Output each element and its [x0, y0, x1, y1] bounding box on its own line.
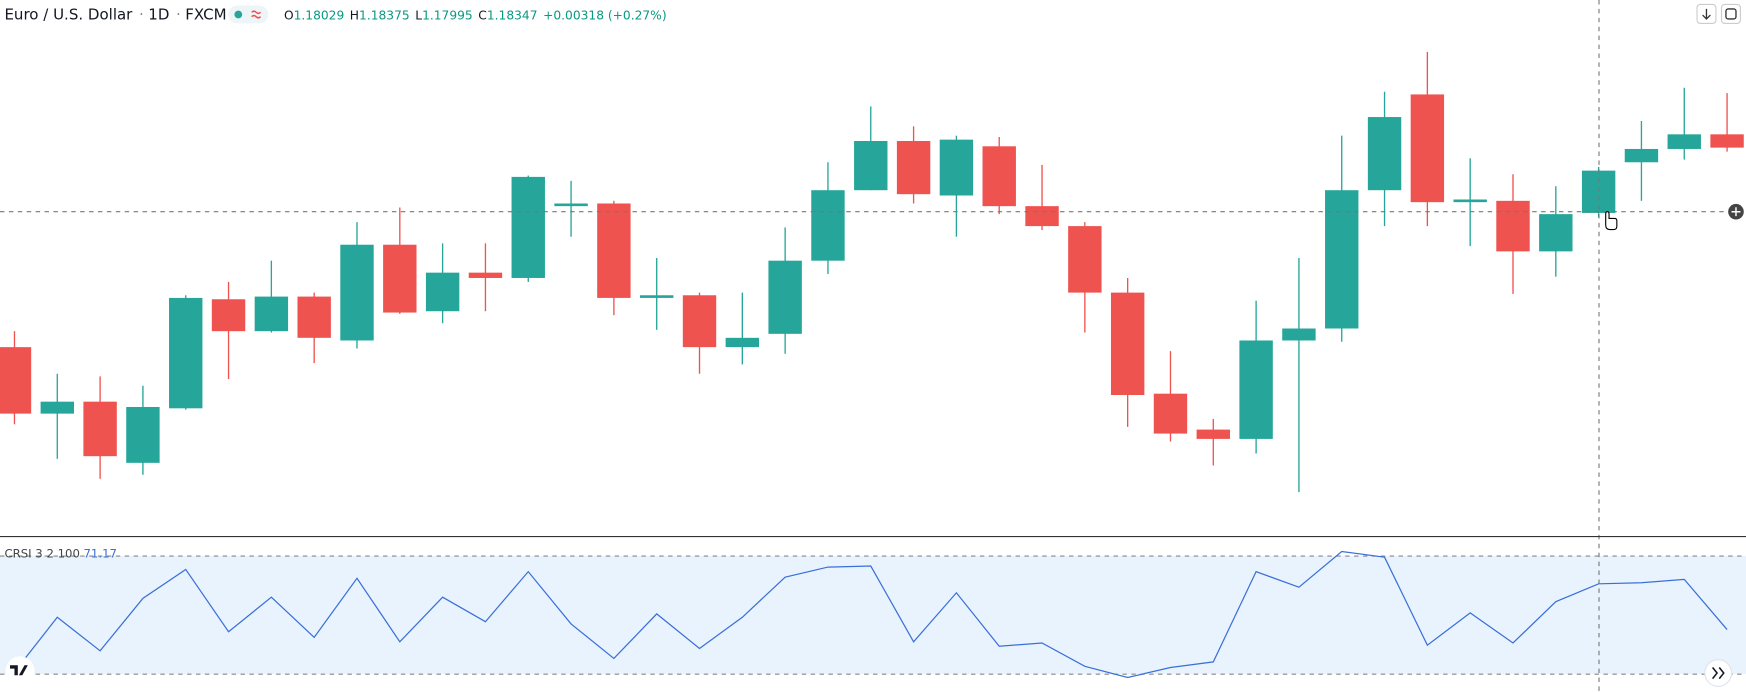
candle-body [0, 347, 32, 414]
candle-body [169, 297, 203, 409]
candle-body [297, 296, 331, 338]
candle-body [1325, 190, 1359, 329]
candle-body [425, 272, 460, 312]
candle-body [811, 190, 845, 261]
ohlc-letter: L [415, 8, 422, 22]
candle-body [1068, 226, 1102, 293]
ohlc-letter: O [284, 8, 294, 22]
candle-body [1710, 134, 1744, 148]
logo-bg [5, 656, 35, 686]
ohlc-value: 1.18375 [359, 8, 410, 22]
candle-body [1282, 328, 1316, 341]
candle-body [896, 140, 931, 195]
candle-body [340, 244, 374, 341]
candle-body [1153, 393, 1188, 434]
dot: · [176, 5, 181, 23]
candle-body [1624, 148, 1659, 163]
candle-body [554, 203, 588, 207]
hand-cursor [1605, 211, 1618, 231]
plus-icon [1731, 207, 1741, 217]
candle-body [639, 295, 674, 298]
ohlc-letter: C [478, 8, 487, 22]
candle-body [211, 299, 246, 332]
ohlc-legend: O1.18029 H1.18375 L1.17995 C1.18347 +0.00318… [284, 8, 667, 22]
candle-body [982, 146, 1016, 207]
candle-body [1239, 340, 1273, 439]
change-value: +0.00318 (+0.27%) [543, 8, 667, 22]
candle-body [1025, 206, 1059, 227]
maximize-icon [1725, 8, 1737, 20]
candle-body [1367, 117, 1402, 191]
candle-body [682, 295, 717, 348]
candle-body [1410, 94, 1445, 203]
candle-body [40, 401, 74, 414]
ohlc-value: 1.18347 [487, 8, 538, 22]
candle-body [768, 260, 802, 334]
crsi-line [13, 550, 1728, 679]
market-open-dot [234, 10, 243, 19]
candle-body [597, 203, 631, 298]
candle-body [1667, 134, 1701, 149]
ohlc-value: 1.17995 [422, 8, 473, 22]
arrow-down-icon [1702, 8, 1711, 20]
candle-body [126, 406, 160, 463]
source: FXCM [185, 5, 226, 23]
candle-body [939, 139, 974, 196]
symbol-header: Euro / U.S. Dollar · 1D · FXCM [4, 5, 226, 23]
candle-body [725, 337, 760, 348]
band-fill [0, 556, 1746, 675]
indicator-name: CRSI 3 2 100 [4, 546, 79, 560]
candle-body [854, 140, 888, 191]
candle-body [511, 176, 545, 278]
symbol: Euro / U.S. Dollar [4, 5, 133, 23]
candle-body [468, 272, 503, 278]
candle-body [1496, 200, 1530, 252]
status-badge[interactable] [228, 5, 269, 24]
ohlc-value: 1.18029 [294, 8, 345, 22]
double-chevron-icon [1711, 666, 1725, 680]
candle-body [383, 244, 417, 313]
candle-body [1110, 292, 1145, 396]
scroll-right-button[interactable] [1704, 659, 1733, 687]
candle-body [254, 296, 289, 332]
indicator-value: 71.17 [84, 546, 117, 560]
ohlc-letter: H [350, 8, 359, 22]
maximize-button[interactable] [1720, 3, 1741, 24]
data-status-icon [251, 10, 262, 19]
candle-body [1453, 199, 1487, 203]
dot: · [139, 5, 144, 23]
marks [0, 51, 1746, 679]
candle-body [1196, 429, 1230, 439]
logo [5, 656, 35, 686]
interval: 1D [148, 5, 169, 23]
candle-body [83, 401, 117, 457]
candle-body [1539, 214, 1573, 252]
logo-mark [10, 665, 28, 676]
